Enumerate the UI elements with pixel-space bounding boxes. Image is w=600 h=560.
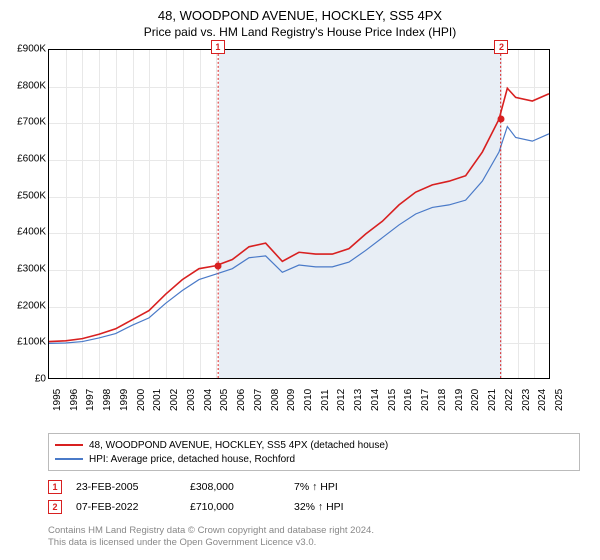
x-axis-label: 2022 [504, 389, 515, 411]
y-axis-label: £100K [17, 337, 46, 348]
x-axis-label: 2001 [152, 389, 163, 411]
marker-box-2: 2 [494, 40, 508, 54]
data-point-price: £308,000 [190, 481, 280, 493]
x-axis-label: 2006 [236, 389, 247, 411]
legend-label: 48, WOODPOND AVENUE, HOCKLEY, SS5 4PX (d… [89, 440, 388, 451]
data-point-price: £710,000 [190, 501, 280, 513]
x-axis-label: 2000 [136, 389, 147, 411]
x-axis-label: 2005 [219, 389, 230, 411]
x-axis-label: 2011 [320, 389, 331, 411]
x-axis-label: 1997 [85, 389, 96, 411]
data-point-date: 07-FEB-2022 [76, 501, 176, 513]
title-block: 48, WOODPOND AVENUE, HOCKLEY, SS5 4PX Pr… [0, 0, 600, 43]
legend-item: 48, WOODPOND AVENUE, HOCKLEY, SS5 4PX (d… [55, 438, 573, 452]
x-axis-label: 2021 [487, 389, 498, 411]
data-point-row: 1 23-FEB-2005 £308,000 7% ↑ HPI [48, 477, 580, 497]
chart-area: £0 £100K £200K £300K £400K £500K £600K £700K £80… [0, 49, 560, 429]
y-axis-label: £700K [17, 117, 46, 128]
x-axis-label: 2017 [420, 389, 431, 411]
x-axis-label: 2020 [470, 389, 481, 411]
x-axis-label: 2018 [437, 389, 448, 411]
x-axis-label: 1996 [69, 389, 80, 411]
x-axis-label: 2019 [454, 389, 465, 411]
attribution-line-1: Contains HM Land Registry data © Crown c… [48, 525, 580, 537]
plot-area [48, 49, 550, 379]
data-point-table: 1 23-FEB-2005 £308,000 7% ↑ HPI 2 07-FEB-2022… [48, 477, 580, 517]
y-axis-label: £500K [17, 190, 46, 201]
x-axis-label: 2012 [336, 389, 347, 411]
data-point-marker: 1 [48, 480, 62, 494]
y-axis-label: £900K [17, 44, 46, 55]
marker-dot-2 [498, 115, 505, 122]
x-axis-label: 2025 [554, 389, 565, 411]
chart-container: 48, WOODPOND AVENUE, HOCKLEY, SS5 4PX Pr… [0, 0, 600, 560]
attribution: Contains HM Land Registry data © Crown c… [48, 525, 580, 550]
x-axis-label: 2003 [186, 389, 197, 411]
x-axis-label: 2009 [286, 389, 297, 411]
marker-box-1: 1 [211, 40, 225, 54]
title-sub: Price paid vs. HM Land Registry's House … [0, 25, 600, 39]
x-axis-label: 1999 [119, 389, 130, 411]
legend-swatch [55, 458, 83, 460]
title-main: 48, WOODPOND AVENUE, HOCKLEY, SS5 4PX [0, 8, 600, 23]
y-axis-label: £0 [35, 374, 46, 385]
x-axis-label: 2008 [270, 389, 281, 411]
legend-swatch [55, 444, 83, 446]
legend-label: HPI: Average price, detached house, Roch… [89, 454, 295, 465]
series-property [49, 88, 549, 341]
x-axis-label: 1998 [102, 389, 113, 411]
data-point-pct: 32% ↑ HPI [294, 501, 384, 513]
chart-lines [49, 50, 549, 378]
x-axis-label: 2015 [387, 389, 398, 411]
data-point-pct: 7% ↑ HPI [294, 481, 384, 493]
x-axis-label: 2024 [537, 389, 548, 411]
y-axis-label: £600K [17, 154, 46, 165]
x-axis-label: 2010 [303, 389, 314, 411]
marker-dot-1 [214, 263, 221, 270]
data-point-row: 2 07-FEB-2022 £710,000 32% ↑ HPI [48, 497, 580, 517]
y-axis-label: £800K [17, 80, 46, 91]
x-axis-label: 2002 [169, 389, 180, 411]
legend-item: HPI: Average price, detached house, Roch… [55, 452, 573, 466]
attribution-line-2: This data is licensed under the Open Gov… [48, 537, 580, 549]
x-axis-label: 2004 [203, 389, 214, 411]
x-axis-label: 2014 [370, 389, 381, 411]
data-point-marker: 2 [48, 500, 62, 514]
legend: 48, WOODPOND AVENUE, HOCKLEY, SS5 4PX (d… [48, 433, 580, 471]
x-axis-label: 1995 [52, 389, 63, 411]
data-point-date: 23-FEB-2005 [76, 481, 176, 493]
x-axis-label: 2007 [253, 389, 264, 411]
x-axis-label: 2023 [521, 389, 532, 411]
y-axis-label: £200K [17, 300, 46, 311]
x-axis-label: 2013 [353, 389, 364, 411]
series-hpi [49, 127, 549, 344]
y-axis-label: £300K [17, 264, 46, 275]
x-axis-label: 2016 [403, 389, 414, 411]
y-axis-label: £400K [17, 227, 46, 238]
